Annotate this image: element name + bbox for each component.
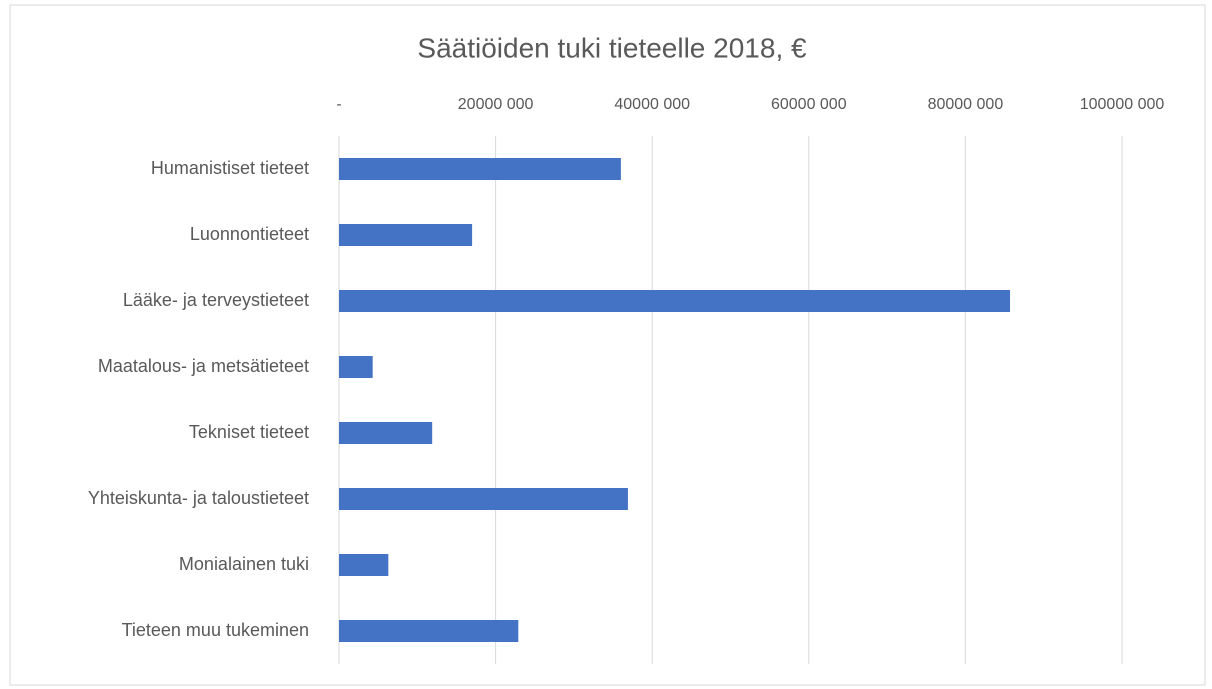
- chart-title: Säätiöiden tuki tieteelle 2018, €: [417, 32, 807, 63]
- bar: [339, 620, 519, 642]
- bar: [339, 158, 621, 180]
- bar: [339, 488, 628, 510]
- bar: [339, 224, 473, 246]
- bar: [339, 356, 373, 378]
- x-tick-label: 40000 000: [614, 96, 690, 113]
- y-tick-label: Luonnontieteet: [190, 224, 309, 244]
- y-tick-label: Yhteiskunta- ja taloustieteet: [88, 488, 309, 508]
- x-tick-label: 100000 000: [1080, 96, 1165, 113]
- bar: [339, 290, 1011, 312]
- y-tick-label: Monialainen tuki: [179, 554, 309, 574]
- bar: [339, 554, 389, 576]
- y-tick-label: Humanistiset tieteet: [151, 158, 309, 178]
- y-tick-label: Maatalous- ja metsätieteet: [98, 356, 309, 376]
- chart-frame: [9, 4, 1206, 686]
- x-tick-label: 60000 000: [771, 96, 847, 113]
- y-tick-label: Tekniset tieteet: [189, 422, 309, 442]
- bar: [339, 422, 433, 444]
- x-tick-label: 20000 000: [458, 96, 534, 113]
- x-tick-label: -: [336, 96, 341, 113]
- x-tick-label: 80000 000: [928, 96, 1004, 113]
- y-tick-label: Tieteen muu tukeminen: [122, 620, 309, 640]
- y-tick-label: Lääke- ja terveystieteet: [123, 290, 309, 310]
